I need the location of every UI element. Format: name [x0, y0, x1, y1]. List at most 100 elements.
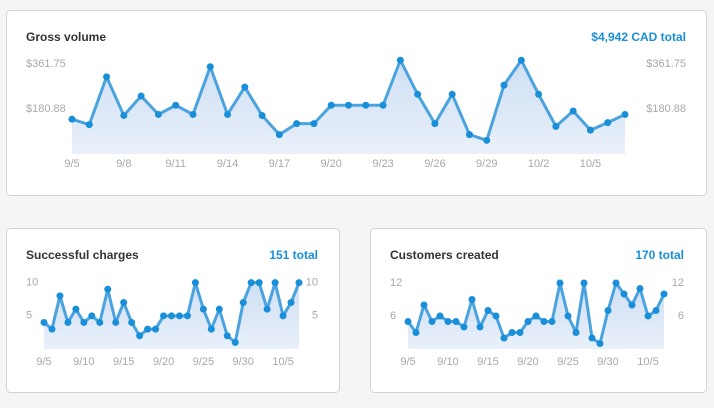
point	[112, 318, 120, 326]
point	[660, 290, 668, 298]
point	[569, 107, 577, 115]
point	[564, 312, 572, 320]
point	[644, 312, 652, 320]
point	[215, 305, 223, 313]
point	[137, 92, 145, 100]
point	[263, 305, 271, 313]
point	[572, 329, 580, 336]
point	[444, 318, 452, 325]
y-tick-label: 6	[678, 310, 684, 322]
x-tick-label: 9/25	[557, 356, 578, 368]
x-tick-label: 9/15	[113, 356, 134, 368]
point	[64, 318, 72, 326]
point	[548, 318, 556, 325]
x-tick-label: 10/2	[528, 158, 549, 170]
chart-title: Customers created	[390, 248, 499, 262]
point	[56, 292, 64, 300]
point	[293, 120, 301, 128]
point	[247, 279, 255, 287]
point	[580, 279, 588, 287]
point	[652, 307, 660, 314]
point	[484, 307, 492, 314]
point	[207, 325, 215, 333]
point	[452, 318, 460, 325]
point	[310, 120, 318, 128]
point	[517, 56, 525, 64]
point	[295, 279, 303, 287]
point	[540, 318, 548, 325]
point	[183, 312, 191, 320]
x-tick-label: 9/30	[233, 356, 254, 368]
point	[604, 119, 612, 127]
y-tick-label: 10	[26, 277, 38, 289]
point	[279, 312, 287, 320]
point	[48, 325, 56, 333]
point	[189, 110, 197, 118]
x-tick-label: 9/26	[424, 158, 445, 170]
point	[596, 340, 604, 347]
point	[191, 279, 199, 287]
point	[80, 318, 88, 326]
point	[85, 121, 93, 129]
point	[586, 126, 594, 134]
point	[412, 329, 420, 336]
point	[414, 90, 422, 98]
y-tick-label: 10	[306, 277, 318, 289]
point	[621, 110, 629, 118]
point	[483, 136, 491, 144]
point	[516, 329, 524, 336]
point	[241, 83, 249, 91]
point	[287, 299, 295, 307]
point	[465, 131, 473, 139]
point	[136, 332, 144, 340]
x-tick-label: 9/23	[372, 158, 393, 170]
point	[144, 325, 152, 333]
point	[552, 122, 560, 130]
point	[128, 318, 136, 326]
point	[239, 299, 247, 307]
x-tick-label: 9/29	[476, 158, 497, 170]
point	[120, 299, 128, 307]
total: 151 total	[269, 248, 318, 262]
point	[508, 329, 516, 336]
point	[492, 312, 500, 320]
point	[604, 307, 612, 314]
point	[436, 312, 444, 320]
point	[448, 90, 456, 98]
point	[231, 338, 239, 346]
point	[476, 323, 484, 331]
point	[500, 334, 508, 342]
point	[255, 279, 263, 287]
y-tick-label: $361.75	[646, 58, 686, 70]
x-tick-label: 9/5	[36, 356, 51, 368]
point	[362, 101, 370, 109]
y-tick-label: 5	[26, 310, 32, 322]
point	[96, 318, 104, 326]
point	[396, 56, 404, 64]
point	[612, 279, 620, 287]
point	[588, 334, 596, 342]
point	[120, 111, 128, 119]
point	[420, 301, 428, 309]
point	[404, 318, 412, 325]
point	[103, 73, 111, 81]
y-tick-label: $180.88	[646, 103, 686, 115]
point	[160, 312, 168, 320]
x-tick-label: 10/5	[272, 356, 293, 368]
point	[628, 301, 636, 309]
x-tick-label: 9/11	[165, 158, 186, 170]
total: 170 total	[635, 248, 684, 262]
x-tick-label: 9/10	[437, 356, 458, 368]
point	[224, 110, 232, 118]
point	[345, 101, 352, 109]
x-tick-label: 10/5	[637, 356, 658, 368]
point	[271, 279, 279, 287]
x-tick-label: 9/25	[193, 356, 214, 368]
point	[535, 90, 543, 98]
x-tick-label: 9/14	[217, 158, 238, 170]
card	[6, 228, 340, 393]
point	[223, 332, 231, 340]
point	[88, 312, 96, 320]
x-tick-label: 9/10	[73, 356, 94, 368]
x-tick-label: 9/5	[400, 356, 415, 368]
